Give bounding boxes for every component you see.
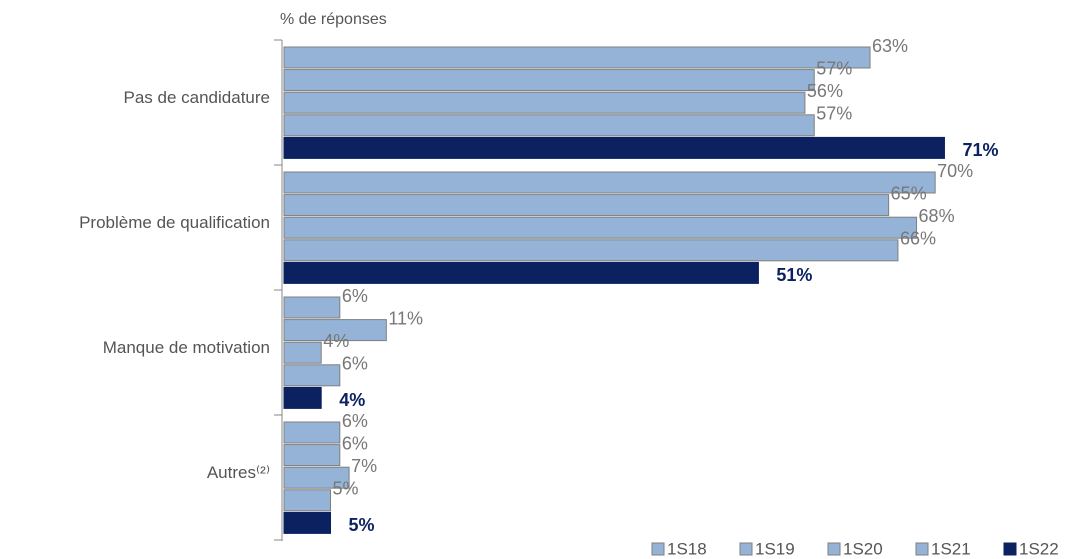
value-label: 51% bbox=[776, 265, 812, 285]
category-label: Autres⁽²⁾ bbox=[207, 463, 270, 482]
bar bbox=[283, 69, 815, 92]
legend-label: 1S22 bbox=[1019, 539, 1059, 558]
value-label: 66% bbox=[900, 229, 936, 249]
category-label: Pas de candidature bbox=[124, 88, 271, 107]
bar bbox=[283, 114, 815, 137]
bar bbox=[283, 194, 890, 217]
bar bbox=[283, 489, 332, 512]
legend-label: 1S18 bbox=[667, 539, 707, 558]
bar bbox=[283, 296, 341, 319]
bar bbox=[283, 466, 350, 489]
value-label: 4% bbox=[339, 390, 365, 410]
bar bbox=[283, 136, 945, 159]
legend-swatch bbox=[915, 542, 929, 556]
category-label: Problème de qualification bbox=[79, 213, 270, 232]
legend-label: 1S19 bbox=[755, 539, 795, 558]
bar bbox=[283, 341, 322, 364]
value-label: 6% bbox=[342, 286, 368, 306]
legend-label: 1S21 bbox=[931, 539, 971, 558]
value-label: 65% bbox=[891, 183, 927, 203]
value-label: 63% bbox=[872, 36, 908, 56]
value-label: 57% bbox=[816, 104, 852, 124]
bar bbox=[283, 171, 936, 194]
value-label: 5% bbox=[333, 479, 359, 499]
value-label: 70% bbox=[937, 161, 973, 181]
legend-swatch bbox=[827, 542, 841, 556]
value-label: 68% bbox=[919, 206, 955, 226]
value-label: 71% bbox=[962, 140, 998, 160]
bar bbox=[283, 261, 759, 284]
bar bbox=[283, 511, 332, 534]
bar bbox=[283, 421, 341, 444]
legend-swatch bbox=[651, 542, 665, 556]
value-label: 11% bbox=[388, 308, 423, 328]
legend-swatch bbox=[739, 542, 753, 556]
category-label: Manque de motivation bbox=[103, 338, 270, 357]
bar bbox=[283, 364, 341, 387]
legend-label: 1S20 bbox=[843, 539, 883, 558]
bar bbox=[283, 216, 918, 239]
value-label: 6% bbox=[342, 433, 368, 453]
bar bbox=[283, 46, 871, 69]
value-label: 7% bbox=[351, 456, 377, 476]
value-label: 6% bbox=[342, 411, 368, 431]
value-label: 6% bbox=[342, 354, 368, 374]
bar bbox=[283, 319, 387, 342]
axis-label: % de réponses bbox=[280, 11, 387, 28]
bar bbox=[283, 386, 322, 409]
legend-swatch bbox=[1003, 542, 1017, 556]
value-label: 57% bbox=[816, 58, 852, 78]
value-label: 4% bbox=[323, 331, 349, 351]
bar bbox=[283, 91, 806, 114]
value-label: 5% bbox=[349, 515, 375, 535]
value-label: 56% bbox=[807, 81, 843, 101]
bar bbox=[283, 444, 341, 467]
bar bbox=[283, 239, 899, 262]
